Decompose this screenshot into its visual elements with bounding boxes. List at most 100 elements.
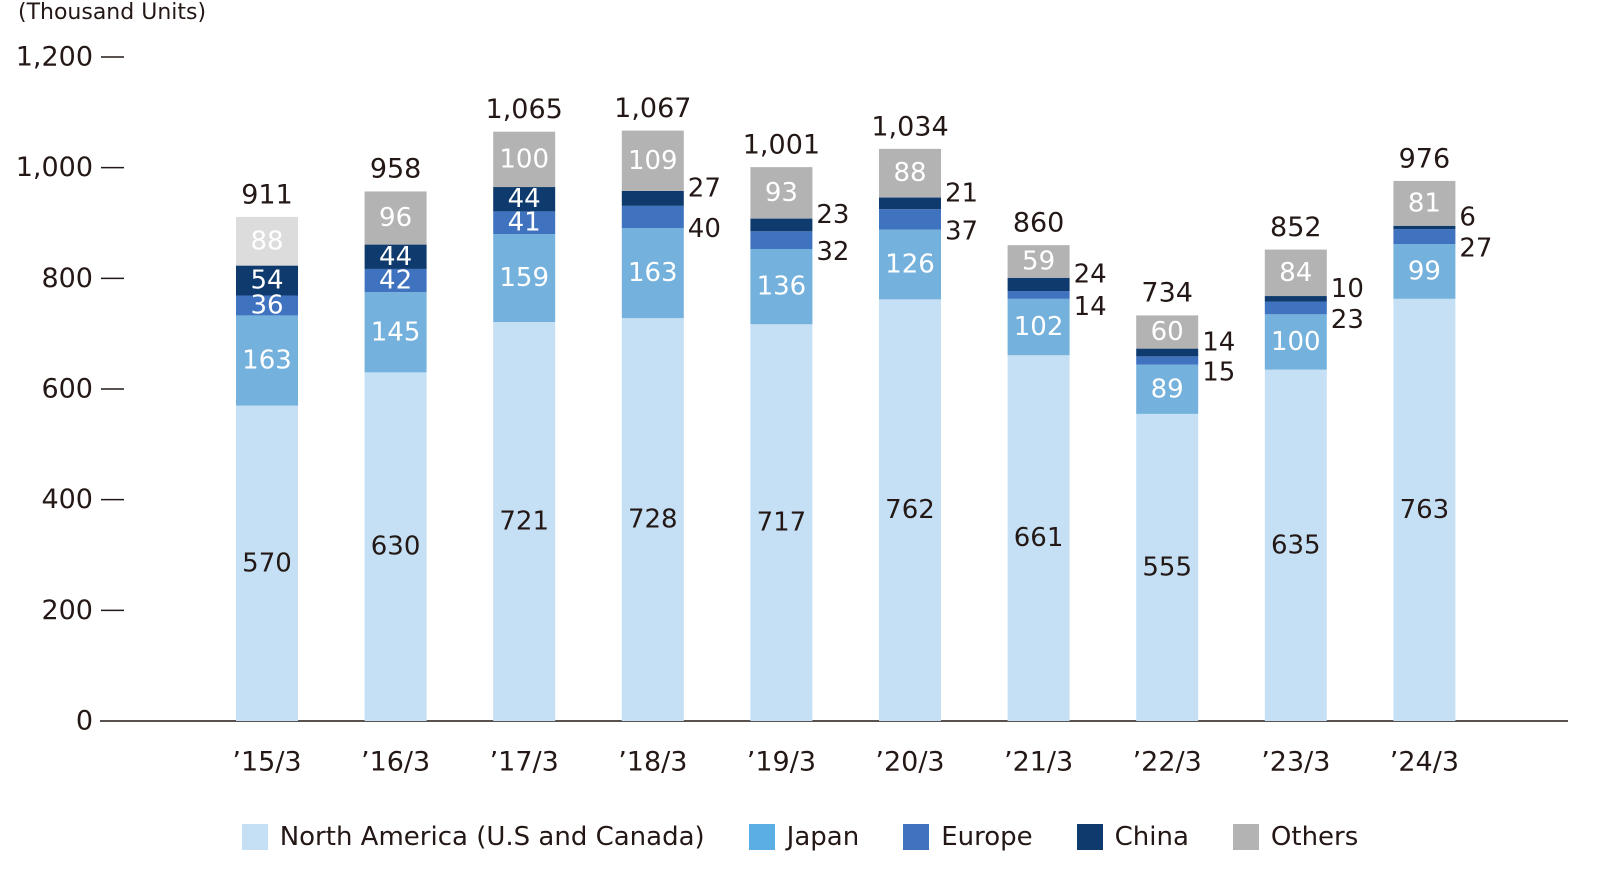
bar-segment bbox=[621, 205, 684, 228]
bar-segment bbox=[1007, 355, 1070, 721]
legend-label-others: Others bbox=[1270, 822, 1359, 852]
bar-total-label: 852 bbox=[1270, 212, 1322, 243]
bar-segment-label: 100 bbox=[1271, 327, 1321, 357]
x-tick-label: ’18/3 bbox=[618, 747, 687, 778]
bar-segment bbox=[493, 211, 556, 235]
x-tick-label: ’21/3 bbox=[1004, 747, 1073, 778]
bar-segment bbox=[236, 265, 298, 296]
x-tick-label: ’15/3 bbox=[232, 747, 301, 778]
bar-segment-label: 555 bbox=[1142, 552, 1192, 582]
bar-segment-label: 41 bbox=[508, 208, 541, 238]
y-tick-label: 600 bbox=[41, 374, 93, 405]
bar-segment bbox=[879, 197, 941, 210]
bar-segment bbox=[236, 315, 298, 406]
y-tick-label: 800 bbox=[41, 263, 93, 294]
bar-segment-label: 159 bbox=[499, 263, 549, 293]
bar-outside-label: 32 bbox=[816, 237, 849, 267]
bar-outside-label: 27 bbox=[1459, 234, 1492, 264]
legend-swatch-north-america bbox=[241, 824, 268, 850]
bar-segment-label: 42 bbox=[379, 266, 412, 296]
y-tick-label: 0 bbox=[76, 706, 93, 737]
bar-segment-label: 630 bbox=[371, 532, 421, 562]
bar-outside-label: 14 bbox=[1074, 292, 1107, 322]
bar-outside-label: 23 bbox=[1331, 305, 1364, 335]
bar-segment-label: 763 bbox=[1400, 495, 1450, 525]
bar-segment bbox=[1264, 249, 1327, 297]
bar-outside-label: 21 bbox=[945, 178, 978, 208]
bar-segment-label: 96 bbox=[379, 203, 412, 233]
y-tick-label: 200 bbox=[41, 595, 93, 626]
bar-segment-label: 99 bbox=[1408, 256, 1441, 286]
x-tick-label: ’22/3 bbox=[1133, 747, 1202, 778]
bar-segment bbox=[879, 229, 941, 300]
y-tick-label: 1,000 bbox=[16, 152, 93, 183]
bar-total-label: 976 bbox=[1399, 143, 1451, 174]
bar-segment bbox=[1393, 229, 1456, 245]
legend-label-china: China bbox=[1114, 822, 1189, 852]
bar-segment bbox=[364, 191, 427, 245]
bar-total-label: 734 bbox=[1141, 277, 1193, 308]
bar-outside-label: 24 bbox=[1074, 259, 1107, 289]
bar-segment-label: 728 bbox=[628, 505, 678, 535]
bar-segment bbox=[1393, 225, 1456, 230]
bar-segment bbox=[621, 190, 684, 206]
bar-outside-label: 14 bbox=[1202, 327, 1235, 357]
legend-swatch-japan bbox=[748, 824, 775, 850]
bar-segment-label: 661 bbox=[1014, 523, 1064, 553]
y-tick-label: 400 bbox=[41, 484, 93, 515]
bar-segment-label: 60 bbox=[1151, 317, 1184, 347]
bar-segment-label: 570 bbox=[242, 548, 292, 578]
bar-segment bbox=[364, 292, 427, 373]
bar-segment bbox=[750, 324, 813, 721]
bar-total-label: 911 bbox=[241, 179, 293, 210]
bar-segment-label: 717 bbox=[757, 508, 807, 538]
legend-item-japan: Japan bbox=[748, 822, 859, 852]
bar-segment bbox=[364, 372, 427, 721]
bar-segment bbox=[750, 218, 813, 232]
bar-segment bbox=[621, 318, 684, 721]
bar-segment bbox=[364, 268, 427, 293]
bar-segment bbox=[879, 148, 941, 198]
bar-segment bbox=[236, 295, 298, 316]
bar-segment-label: 136 bbox=[757, 272, 807, 302]
bar-segment bbox=[1264, 369, 1327, 721]
bar-segment-label: 36 bbox=[250, 290, 283, 320]
bar-segment bbox=[1007, 245, 1070, 278]
bar-segment bbox=[1136, 315, 1199, 349]
bar-segment bbox=[1393, 298, 1456, 721]
bar-total-label: 958 bbox=[370, 153, 422, 184]
legend-label-europe: Europe bbox=[941, 822, 1033, 852]
bar-segment bbox=[236, 216, 298, 266]
legend: North America (U.S and Canada) Japan Eur… bbox=[0, 822, 1600, 852]
bar-segment bbox=[493, 131, 556, 188]
bar-segment-label: 145 bbox=[371, 317, 421, 347]
bar-segment bbox=[621, 227, 684, 319]
legend-swatch-others bbox=[1232, 824, 1259, 850]
unit-label: (Thousand Units) bbox=[18, 0, 207, 25]
bar-segment bbox=[621, 130, 684, 191]
bar-segment-label: 100 bbox=[499, 144, 549, 174]
bar-segment bbox=[1264, 314, 1327, 370]
bar-segment bbox=[493, 187, 556, 212]
bar-segment bbox=[879, 299, 941, 721]
x-tick-label: ’23/3 bbox=[1261, 747, 1330, 778]
bar-segment bbox=[1007, 291, 1070, 299]
bar-segment-label: 59 bbox=[1022, 246, 1055, 276]
bar-segment bbox=[1136, 364, 1199, 414]
bar-segment-label: 163 bbox=[628, 258, 678, 288]
bar-segment bbox=[1136, 413, 1199, 721]
bar-segment-label: 88 bbox=[250, 226, 283, 256]
bar-segment bbox=[493, 322, 556, 721]
bar-segment-label: 126 bbox=[885, 250, 935, 280]
bar-total-label: 1,001 bbox=[743, 130, 820, 161]
bar-segment-label: 89 bbox=[1151, 374, 1184, 404]
legend-item-north-america: North America (U.S and Canada) bbox=[241, 822, 705, 852]
legend-item-others: Others bbox=[1232, 822, 1359, 852]
bar-segment-label: 93 bbox=[765, 178, 798, 208]
bar-segment bbox=[1264, 301, 1327, 315]
bar-outside-label: 10 bbox=[1331, 274, 1364, 304]
bar-segment-label: 44 bbox=[379, 242, 412, 272]
x-tick-label: ’19/3 bbox=[747, 747, 816, 778]
x-tick-label: ’16/3 bbox=[361, 747, 430, 778]
